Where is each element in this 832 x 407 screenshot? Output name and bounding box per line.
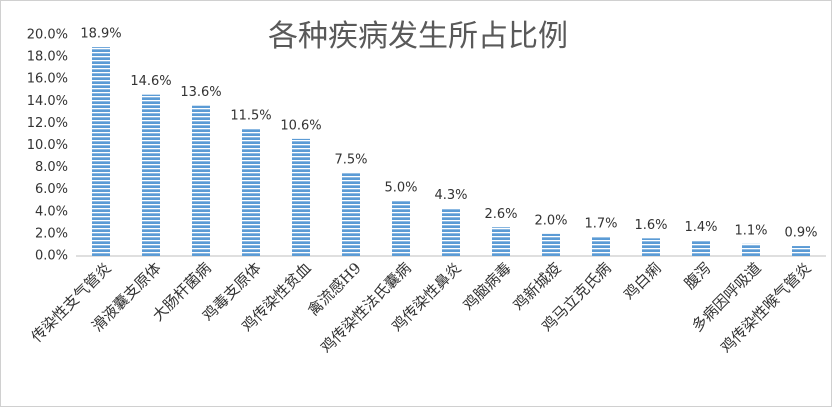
value-label: 10.6% bbox=[280, 118, 321, 133]
y-tick-label: 18.0% bbox=[27, 50, 68, 65]
chart-title: 各种疾病发生所占比例 bbox=[268, 19, 568, 54]
value-label: 7.5% bbox=[334, 153, 367, 168]
bar bbox=[342, 173, 360, 256]
y-tick-label: 2.0% bbox=[35, 226, 68, 241]
bar bbox=[742, 243, 760, 256]
value-label: 18.9% bbox=[80, 27, 121, 42]
bar bbox=[692, 240, 710, 256]
bar bbox=[592, 237, 610, 256]
y-tick-label: 14.0% bbox=[27, 94, 68, 109]
bar bbox=[392, 200, 410, 256]
y-tick-label: 10.0% bbox=[27, 138, 68, 153]
bar bbox=[642, 238, 660, 256]
value-label: 11.5% bbox=[230, 108, 271, 123]
y-tick-label: 12.0% bbox=[27, 116, 68, 131]
value-label: 1.4% bbox=[684, 220, 717, 235]
y-tick-label: 16.0% bbox=[27, 72, 68, 87]
bar bbox=[142, 94, 160, 256]
y-tick-label: 20.0% bbox=[27, 28, 68, 43]
bar bbox=[292, 138, 310, 256]
value-label: 2.0% bbox=[534, 213, 567, 228]
bar bbox=[442, 208, 460, 256]
value-label: 0.9% bbox=[784, 226, 817, 241]
value-label: 5.0% bbox=[384, 180, 417, 195]
bar bbox=[242, 128, 260, 256]
y-tick-label: 8.0% bbox=[35, 160, 68, 175]
y-tick-label: 6.0% bbox=[35, 182, 68, 197]
value-label: 1.7% bbox=[584, 217, 617, 232]
bar bbox=[492, 227, 510, 256]
bar bbox=[542, 233, 560, 256]
value-label: 1.1% bbox=[734, 223, 767, 238]
bar bbox=[92, 47, 110, 256]
value-label: 1.6% bbox=[634, 218, 667, 233]
y-tick-label: 0.0% bbox=[35, 249, 68, 264]
value-label: 14.6% bbox=[130, 74, 171, 89]
value-label: 13.6% bbox=[180, 85, 221, 100]
bar bbox=[792, 246, 810, 256]
value-label: 4.3% bbox=[434, 188, 467, 203]
y-tick-label: 4.0% bbox=[35, 204, 68, 219]
bar bbox=[192, 105, 210, 256]
value-label: 2.6% bbox=[484, 207, 517, 222]
